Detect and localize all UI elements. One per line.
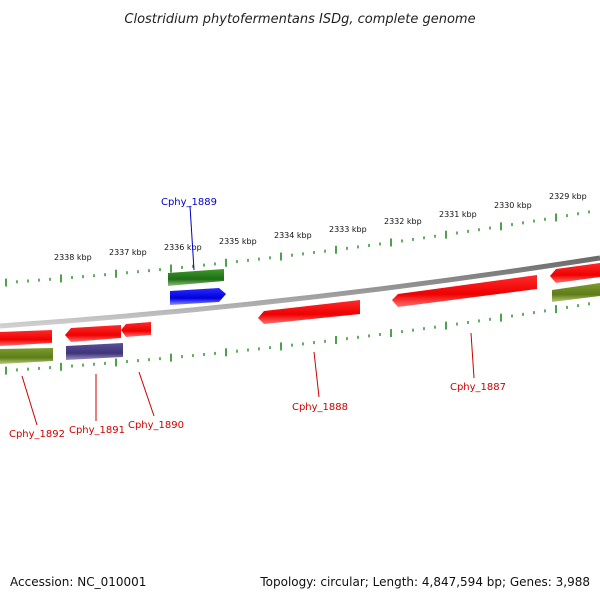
accession-text: Accession: NC_010001 — [10, 575, 146, 589]
leader-line — [470, 332, 475, 379]
leader-line — [189, 205, 195, 271]
tick-label: 2330 kbp — [494, 201, 532, 210]
feature-red-right[interactable] — [550, 263, 600, 283]
leader-line — [313, 351, 320, 398]
feature-red-cphy-1891[interactable] — [65, 325, 121, 342]
map-title: Clostridium phytofermentans ISDg, comple… — [124, 12, 475, 27]
genome-backbone — [0, 255, 600, 329]
tick-label: 2336 kbp — [164, 243, 202, 252]
tick-label: 2329 kbp — [549, 192, 587, 201]
upper-scale-ticks — [5, 210, 590, 287]
feature-red-cphy-1892[interactable] — [0, 330, 52, 346]
leader-line — [138, 371, 155, 417]
tick-label: 2337 kbp — [109, 248, 147, 257]
gene-label-cphy-1887[interactable]: Cphy_1887 — [450, 382, 506, 393]
leader-line — [21, 375, 38, 426]
gene-label-cphy-1892[interactable]: Cphy_1892 — [9, 429, 65, 440]
feature-red-cphy-1887[interactable] — [392, 275, 537, 307]
tick-label: 2333 kbp — [329, 225, 367, 234]
gene-label-cphy-1888[interactable]: Cphy_1888 — [292, 402, 348, 413]
tick-label: 2338 kbp — [54, 253, 92, 262]
feature-red-cphy-1890[interactable] — [121, 322, 151, 337]
feature-olive-cphy-1892[interactable] — [0, 348, 53, 364]
feature-blue-cphy-1889[interactable] — [170, 288, 226, 305]
tick-label: 2331 kbp — [439, 210, 477, 219]
gene-label-cphy-1890[interactable]: Cphy_1890 — [128, 420, 184, 431]
gene-features — [0, 263, 600, 364]
genome-summary-text: Topology: circular; Length: 4,847,594 bp… — [259, 575, 590, 589]
lower-scale-ticks — [5, 302, 590, 375]
leader-lines — [21, 205, 475, 426]
tick-label: 2335 kbp — [219, 237, 257, 246]
feature-green[interactable] — [168, 269, 224, 286]
gene-label-cphy-1891[interactable]: Cphy_1891 — [69, 425, 125, 436]
gene-labels: Cphy_1889 Cphy_1892 Cphy_1891 Cphy_1890 … — [9, 197, 506, 440]
scale-labels: 2338 kbp 2337 kbp 2336 kbp 2335 kbp 2334… — [54, 192, 587, 262]
tick-label: 2332 kbp — [384, 217, 422, 226]
tick-label: 2334 kbp — [274, 231, 312, 240]
gene-label-cphy-1889[interactable]: Cphy_1889 — [161, 197, 217, 208]
feature-purple-cphy-1891[interactable] — [66, 343, 123, 360]
feature-red-cphy-1888[interactable] — [258, 300, 360, 324]
feature-olive-right[interactable] — [552, 283, 600, 302]
